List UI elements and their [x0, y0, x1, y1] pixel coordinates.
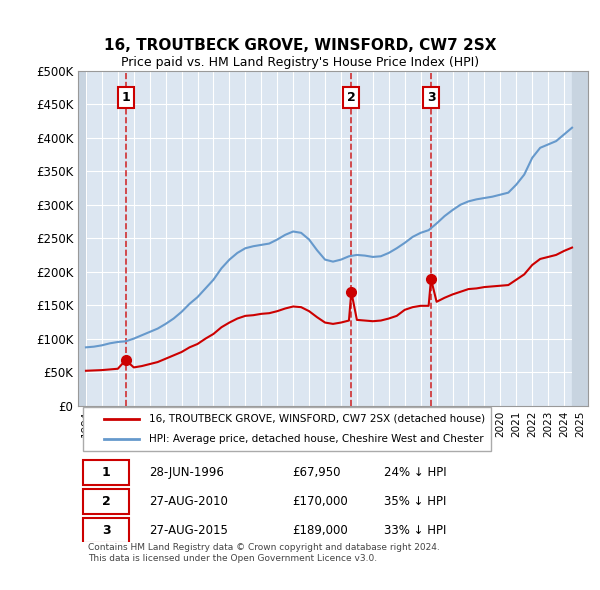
Text: 27-AUG-2010: 27-AUG-2010: [149, 495, 228, 508]
Text: 16, TROUTBECK GROVE, WINSFORD, CW7 2SX (detached house): 16, TROUTBECK GROVE, WINSFORD, CW7 2SX (…: [149, 414, 485, 424]
Text: 3: 3: [427, 91, 436, 104]
Text: Price paid vs. HM Land Registry's House Price Index (HPI): Price paid vs. HM Land Registry's House …: [121, 56, 479, 69]
Text: 2: 2: [101, 495, 110, 508]
Text: 35% ↓ HPI: 35% ↓ HPI: [384, 495, 446, 508]
Bar: [78, 71, 86, 405]
Text: 33% ↓ HPI: 33% ↓ HPI: [384, 525, 446, 537]
FancyBboxPatch shape: [83, 519, 129, 543]
Text: £189,000: £189,000: [292, 525, 348, 537]
Text: 2: 2: [347, 91, 356, 104]
FancyBboxPatch shape: [83, 489, 129, 514]
Text: HPI: Average price, detached house, Cheshire West and Chester: HPI: Average price, detached house, Ches…: [149, 434, 484, 444]
Text: 3: 3: [102, 525, 110, 537]
Bar: [572, 71, 588, 405]
Text: 27-AUG-2015: 27-AUG-2015: [149, 525, 228, 537]
Text: Contains HM Land Registry data © Crown copyright and database right 2024.
This d: Contains HM Land Registry data © Crown c…: [88, 543, 440, 563]
Text: 1: 1: [121, 91, 130, 104]
Text: £67,950: £67,950: [292, 466, 341, 478]
FancyBboxPatch shape: [83, 408, 491, 451]
Text: £170,000: £170,000: [292, 495, 348, 508]
Text: 24% ↓ HPI: 24% ↓ HPI: [384, 466, 446, 478]
Text: 28-JUN-1996: 28-JUN-1996: [149, 466, 224, 478]
Text: 16, TROUTBECK GROVE, WINSFORD, CW7 2SX: 16, TROUTBECK GROVE, WINSFORD, CW7 2SX: [104, 38, 496, 53]
Text: 1: 1: [101, 466, 110, 478]
FancyBboxPatch shape: [83, 460, 129, 484]
